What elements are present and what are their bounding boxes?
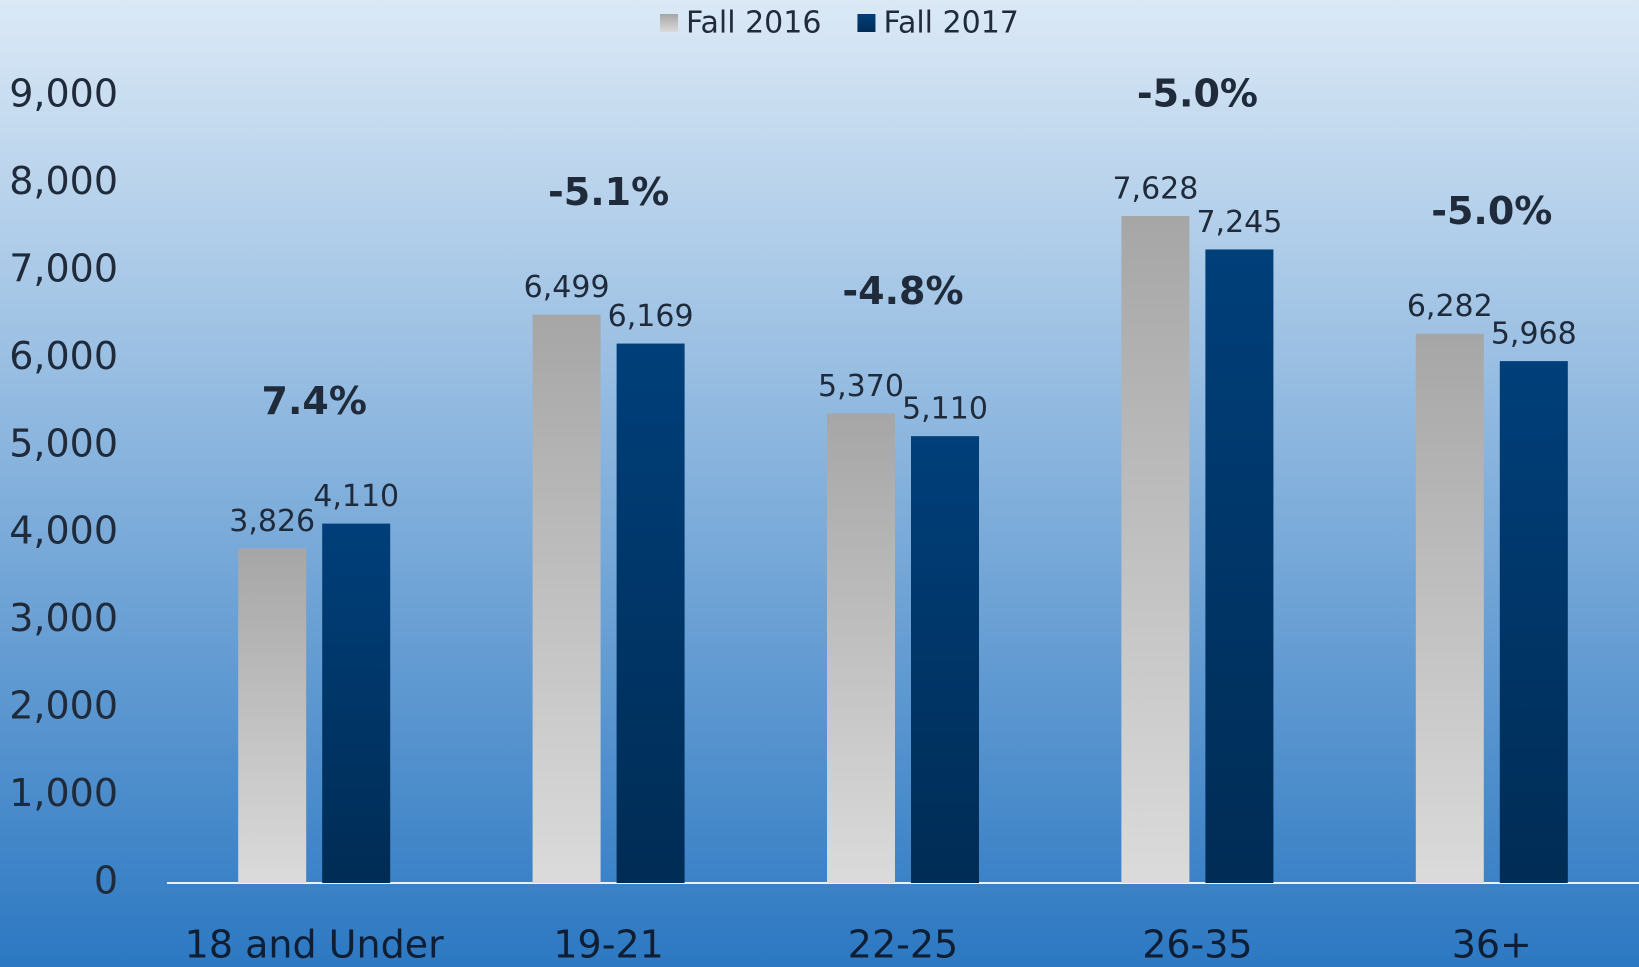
change-label: -5.1%: [548, 170, 669, 214]
x-tick-label: 26-35: [1142, 923, 1252, 967]
value-label: 4,110: [313, 479, 399, 514]
value-label: 3,826: [229, 504, 315, 539]
change-label: -5.0%: [1137, 71, 1258, 115]
bar: [911, 436, 979, 883]
value-label: 6,282: [1407, 289, 1493, 324]
legend-label: Fall 2017: [883, 6, 1018, 41]
value-label: 7,628: [1112, 171, 1198, 206]
value-label: 5,370: [818, 369, 904, 404]
y-tick-label: 7,000: [9, 246, 118, 290]
bar: [238, 548, 306, 883]
bar: [827, 413, 895, 883]
change-label: -4.8%: [842, 269, 963, 313]
x-tick-label: 19-21: [553, 923, 663, 967]
bar: [533, 315, 601, 883]
y-tick-label: 2,000: [9, 684, 118, 728]
bar: [1121, 216, 1189, 883]
x-tick-label: 36+: [1452, 923, 1532, 967]
legend-swatch: [660, 14, 678, 32]
value-label: 6,169: [608, 299, 694, 334]
value-label: 6,499: [524, 270, 610, 305]
change-label: 7.4%: [262, 379, 367, 423]
legend-label: Fall 2016: [686, 6, 821, 41]
y-tick-label: 3,000: [9, 596, 118, 640]
y-tick-label: 9,000: [9, 72, 118, 116]
bar: [1500, 361, 1568, 883]
value-label: 5,968: [1491, 317, 1577, 352]
y-tick-label: 4,000: [9, 509, 118, 553]
bar: [1205, 249, 1273, 883]
bar: [617, 344, 685, 883]
y-tick-label: 5,000: [9, 421, 118, 465]
change-label: -5.0%: [1431, 189, 1552, 233]
y-tick-label: 1,000: [9, 771, 118, 815]
page: 0 1,000 2,000 3,000 4,000 5,000 6,000 7,000 8,00…: [0, 0, 1639, 967]
y-tick-label: 0: [94, 859, 118, 903]
y-tick-label: 6,000: [9, 334, 118, 378]
y-tick-label: 8,000: [9, 159, 118, 203]
x-tick-label: 18 and Under: [185, 923, 444, 967]
x-tick-label: 22-25: [848, 923, 958, 967]
chart: 0 1,000 2,000 3,000 4,000 5,000 6,000 7,000 8,00…: [0, 0, 1639, 967]
legend-swatch: [857, 14, 875, 32]
bar: [1416, 334, 1484, 883]
bar: [322, 524, 390, 883]
value-label: 5,110: [902, 392, 988, 427]
value-label: 7,245: [1196, 205, 1282, 240]
